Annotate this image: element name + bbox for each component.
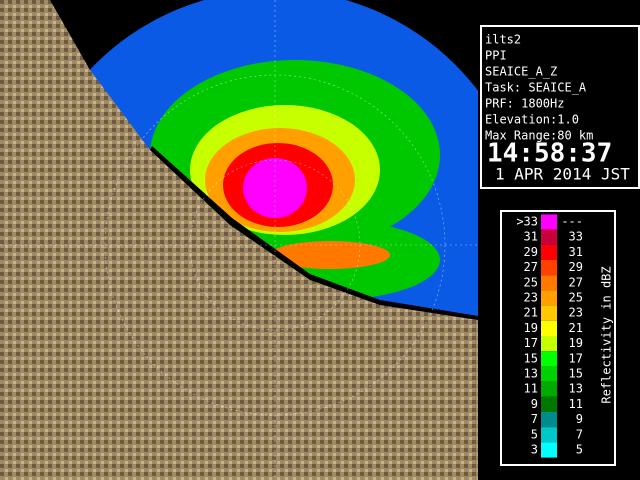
legend-high: 11: [569, 397, 583, 411]
legend-high: 25: [569, 291, 583, 305]
info-line: Max Range:80 km: [485, 129, 593, 143]
legend-low: 31: [524, 230, 538, 244]
legend-swatch: [541, 290, 557, 306]
legend-swatch: [541, 351, 557, 367]
legend-high: 31: [569, 245, 583, 259]
terrain: [0, 0, 478, 480]
legend-low: 21: [524, 306, 538, 320]
legend-swatch: [541, 214, 557, 230]
legend-high: 7: [576, 427, 583, 441]
legend-swatch: [541, 336, 557, 352]
time: 14:58:37: [487, 139, 612, 169]
legend-high: ---: [561, 215, 583, 229]
legend-swatch: [541, 427, 557, 443]
info-line: SEAICE_A_Z: [485, 65, 557, 79]
legend-swatch: [541, 366, 557, 382]
legend-high: 19: [569, 336, 583, 350]
legend-low: 3: [531, 443, 538, 457]
legend-swatch: [541, 442, 557, 458]
legend-high: 33: [569, 230, 583, 244]
legend-swatch: [541, 244, 557, 260]
legend-swatch: [541, 412, 557, 428]
legend-low: 27: [524, 260, 538, 274]
range-rings: [0, 0, 478, 480]
legend-high: 29: [569, 260, 583, 274]
legend-low: 23: [524, 291, 538, 305]
legend-title: Reflectivity in dBZ: [600, 266, 614, 403]
legend-swatch: [541, 305, 557, 321]
legend-low: 7: [531, 412, 538, 426]
legend-high: 23: [569, 306, 583, 320]
legend-low: 9: [531, 397, 538, 411]
legend-box: [500, 210, 616, 466]
legend-high: 27: [569, 275, 583, 289]
info-line: Elevation:1.0: [485, 113, 579, 127]
info-line: Task: SEAICE_A: [485, 81, 587, 95]
legend-low: 19: [524, 321, 538, 335]
info-line: ilts2: [485, 33, 521, 47]
legend-high: 5: [576, 443, 583, 457]
legend-low: 29: [524, 245, 538, 259]
legend-swatch: [541, 229, 557, 245]
legend-high: 13: [569, 382, 583, 396]
legend-swatch: [541, 275, 557, 291]
info-line: PPI: [485, 49, 507, 63]
info-line: PRF: 1800Hz: [485, 97, 564, 111]
legend-high: 9: [576, 412, 583, 426]
legend-low: 25: [524, 275, 538, 289]
legend-swatch: [541, 396, 557, 412]
echoes: [150, 60, 440, 300]
legend-swatch: [541, 260, 557, 276]
date: 1 APR 2014 JST: [495, 165, 630, 184]
map: [0, 0, 478, 480]
info-panel: [480, 25, 640, 189]
info-lines: ilts2 PPI SEAICE_A_Z Task: SEAICE_A PRF: 180…: [485, 33, 593, 143]
legend-low: >33: [516, 215, 538, 229]
legend-low: 15: [524, 351, 538, 365]
legend-high: 21: [569, 321, 583, 335]
legend-high: 15: [569, 367, 583, 381]
legend-low: 13: [524, 367, 538, 381]
legend-low: 5: [531, 427, 538, 441]
legend-high: 17: [569, 351, 583, 365]
legend-swatch: [541, 320, 557, 336]
legend-low: 11: [524, 382, 538, 396]
legend-low: 17: [524, 336, 538, 350]
legend-swatch: [541, 381, 557, 397]
